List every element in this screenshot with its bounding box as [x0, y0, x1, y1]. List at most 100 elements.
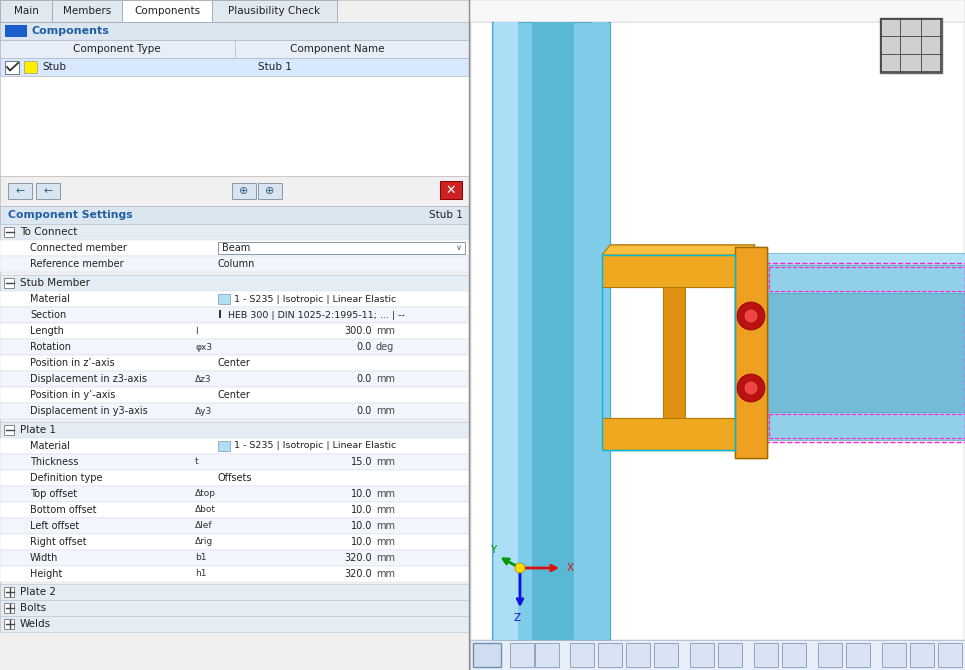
Bar — [494, 22, 518, 640]
Bar — [0, 502, 469, 518]
Bar — [818, 643, 842, 667]
Bar — [0, 58, 469, 76]
Text: mm: mm — [376, 521, 395, 531]
Text: 0.0: 0.0 — [357, 342, 372, 352]
Bar — [492, 22, 610, 640]
Bar — [492, 22, 610, 640]
Bar — [767, 293, 965, 412]
Text: Stub 1: Stub 1 — [258, 62, 291, 72]
Bar — [663, 287, 685, 418]
Bar — [0, 403, 469, 419]
Bar — [258, 183, 282, 199]
Bar — [4, 227, 14, 237]
Circle shape — [737, 302, 765, 330]
Bar — [690, 643, 714, 667]
Text: Displacement in z3-axis: Displacement in z3-axis — [30, 374, 147, 384]
Text: 0.0: 0.0 — [357, 406, 372, 416]
Bar — [663, 287, 685, 418]
Bar — [473, 643, 501, 667]
Bar — [0, 339, 469, 355]
Text: Component Type: Component Type — [73, 44, 161, 54]
Bar — [910, 643, 934, 667]
Bar — [882, 643, 906, 667]
Bar — [8, 183, 32, 199]
Text: Displacement in y3-axis: Displacement in y3-axis — [30, 406, 148, 416]
Text: h1: h1 — [195, 570, 207, 578]
Bar — [36, 183, 60, 199]
Text: ⊕: ⊕ — [265, 186, 275, 196]
Bar — [718, 643, 742, 667]
Circle shape — [737, 302, 765, 330]
Text: Component Settings: Component Settings — [8, 210, 132, 220]
Text: Material: Material — [30, 441, 69, 451]
Text: Length: Length — [30, 326, 64, 336]
Text: 300.0: 300.0 — [345, 326, 372, 336]
Bar — [232, 183, 256, 199]
Text: I: I — [218, 310, 222, 320]
Circle shape — [744, 381, 758, 395]
Text: b1: b1 — [195, 553, 207, 563]
Bar — [0, 240, 469, 256]
Text: Plate 1: Plate 1 — [20, 425, 56, 435]
Text: Material: Material — [30, 294, 69, 304]
Bar — [767, 412, 965, 440]
Bar — [532, 22, 574, 640]
Bar — [0, 632, 469, 670]
Text: ∨: ∨ — [455, 243, 462, 253]
Bar — [5, 25, 27, 37]
Text: Reference member: Reference member — [30, 259, 124, 269]
Bar — [4, 587, 14, 597]
Text: t: t — [195, 458, 199, 466]
Text: 320.0: 320.0 — [345, 569, 372, 579]
Bar — [470, 640, 965, 670]
Bar — [4, 425, 14, 435]
Bar — [0, 518, 469, 534]
Text: 15.0: 15.0 — [350, 457, 372, 467]
Text: mm: mm — [376, 457, 395, 467]
Bar — [602, 255, 747, 287]
Bar — [5, 61, 19, 74]
Text: Δz3: Δz3 — [195, 375, 211, 383]
Text: Δlef: Δlef — [195, 521, 212, 531]
Bar — [602, 418, 747, 450]
Text: mm: mm — [376, 505, 395, 515]
Bar — [0, 256, 469, 272]
Bar — [0, 355, 469, 371]
Text: Δtop: Δtop — [195, 490, 216, 498]
Text: Column: Column — [218, 259, 256, 269]
Bar — [52, 0, 122, 22]
Text: 10.0: 10.0 — [350, 505, 372, 515]
Bar — [0, 76, 469, 176]
Text: Left offset: Left offset — [30, 521, 79, 531]
Bar — [735, 247, 767, 458]
Bar — [0, 0, 469, 670]
Text: mm: mm — [376, 569, 395, 579]
Bar — [4, 619, 14, 629]
Text: Component Name: Component Name — [290, 44, 385, 54]
Bar — [510, 643, 534, 667]
Bar — [0, 323, 469, 339]
Text: mm: mm — [376, 489, 395, 499]
Text: 10.0: 10.0 — [350, 489, 372, 499]
Bar — [0, 275, 469, 291]
Bar — [626, 643, 650, 667]
Bar — [782, 643, 806, 667]
Text: Center: Center — [218, 358, 251, 368]
Text: Welds: Welds — [20, 619, 51, 629]
Circle shape — [744, 309, 758, 323]
Text: HEB 300 | DIN 1025-2:1995-11; ... | --: HEB 300 | DIN 1025-2:1995-11; ... | -- — [228, 310, 405, 320]
Bar — [0, 600, 469, 616]
Polygon shape — [602, 245, 755, 255]
Circle shape — [744, 309, 758, 323]
Bar — [846, 643, 870, 667]
Bar — [0, 584, 469, 600]
Bar — [654, 643, 678, 667]
Bar — [0, 291, 469, 307]
Text: mm: mm — [376, 406, 395, 416]
Text: Position in z’-axis: Position in z’-axis — [30, 358, 115, 368]
Text: Δrig: Δrig — [195, 537, 213, 547]
Text: ⊕: ⊕ — [239, 186, 249, 196]
Text: Position in y’-axis: Position in y’-axis — [30, 390, 116, 400]
Bar — [938, 643, 962, 667]
Polygon shape — [602, 245, 755, 255]
